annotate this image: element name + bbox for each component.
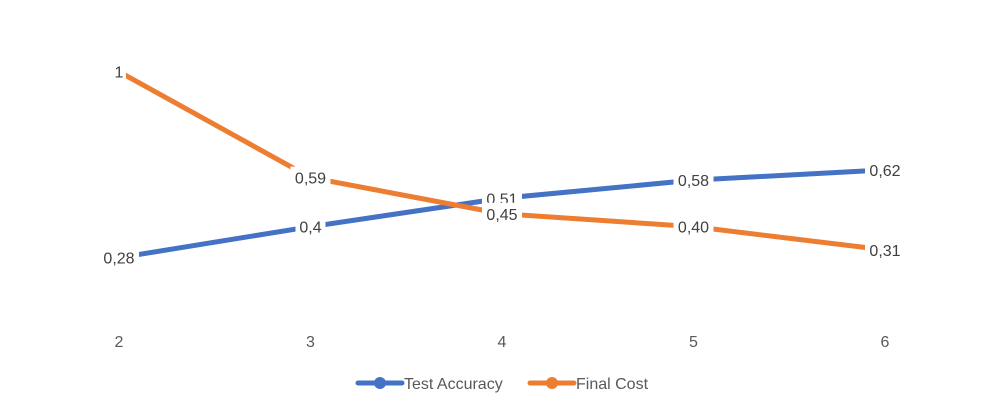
data-label-bg-final-cost-5: [673, 215, 714, 238]
legend: Test Accuracy Final Cost: [355, 376, 649, 393]
data-label-final-cost-5: 0,40: [678, 220, 709, 237]
data-label-bg-test-accuracy-5: [673, 169, 714, 192]
data-label-bg-test-accuracy-6: [865, 158, 905, 181]
data-label-bg-final-cost-2: [112, 60, 126, 83]
legend-item-test-accuracy: Test Accuracy: [355, 376, 503, 393]
x-tick-label-2: 2: [115, 334, 124, 351]
x-tick-label-4: 4: [498, 334, 507, 351]
data-label-final-cost-4: 0,45: [486, 207, 517, 224]
legend-item-final-cost: Final Cost: [527, 376, 649, 393]
x-tick-label-5: 5: [689, 334, 698, 351]
x-tick-label-3: 3: [306, 334, 315, 351]
data-label-final-cost-3: 0,59: [295, 171, 326, 188]
data-label-bg-test-accuracy-2: [99, 246, 139, 269]
data-label-bg-final-cost-3: [290, 166, 331, 189]
x-axis-ticks: 2 3 4 5 6: [115, 334, 890, 351]
series-lines: [116, 69, 888, 261]
data-label-test-accuracy-5: 0,58: [678, 173, 709, 190]
legend-swatch-marker-final-cost: [546, 377, 558, 389]
data-label-bg-test-accuracy-3: [295, 215, 326, 238]
data-label-bg-final-cost-4: [482, 202, 522, 225]
data-label-final-cost-2: 1: [115, 65, 124, 82]
legend-label-test-accuracy: Test Accuracy: [404, 376, 503, 393]
data-label-bg-final-cost-6: [865, 238, 905, 261]
x-tick-label-6: 6: [881, 334, 890, 351]
legend-label-final-cost: Final Cost: [576, 376, 649, 393]
data-label-final-cost-6: 0,31: [869, 243, 900, 260]
data-label-test-accuracy-2: 0,28: [103, 251, 134, 268]
data-label-test-accuracy-3: 0,4: [299, 220, 321, 237]
data-label-test-accuracy-6: 0,62: [869, 163, 900, 180]
legend-swatch-marker-test-accuracy: [374, 377, 386, 389]
